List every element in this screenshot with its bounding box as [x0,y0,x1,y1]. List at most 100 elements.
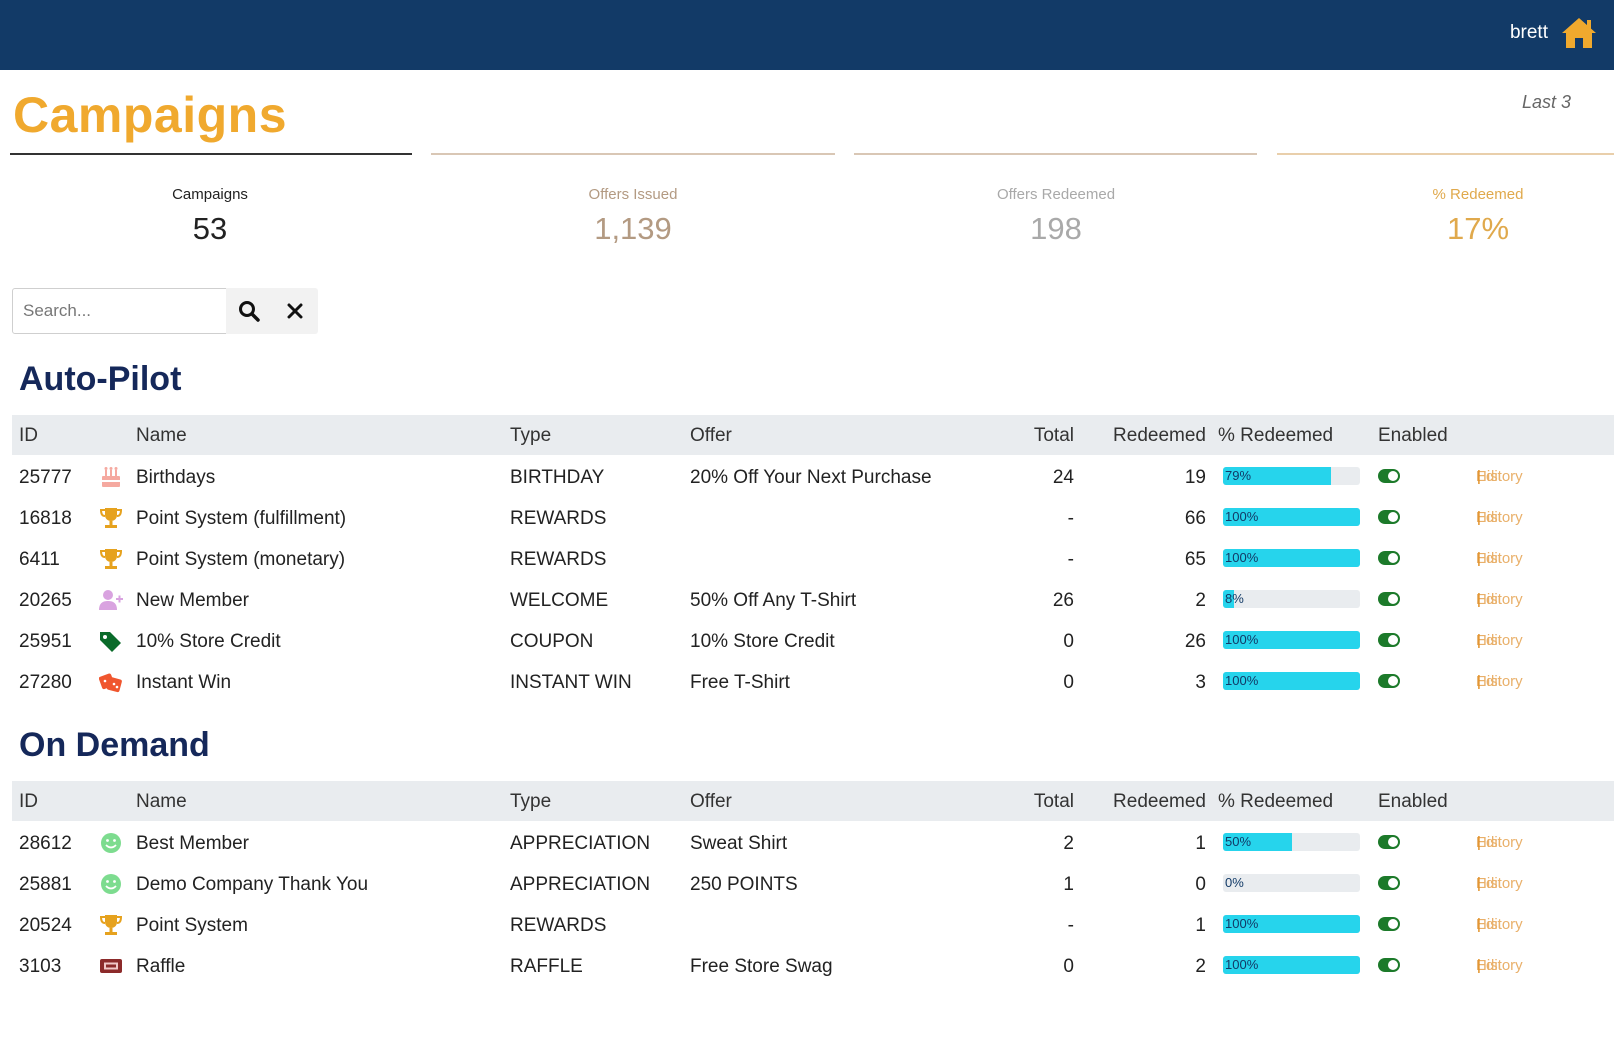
campaign-total: 0 [1063,672,1074,693]
enabled-toggle[interactable] [1378,835,1400,849]
column-header-redeemed[interactable]: Redeemed [1113,425,1206,446]
campaign-redeemed: 65 [1184,549,1206,570]
history-link[interactable]: History [1476,875,1523,892]
table-row[interactable]: 28612 Best Member APPRECIATION Sweat Shirt 2… [12,822,1614,863]
link-separator: | [1477,550,1481,567]
home-icon[interactable] [1560,15,1598,51]
table-row[interactable]: 16818 Point System (fulfillment) REWARDS - 6… [12,497,1614,538]
edit-link[interactable]: Edit [1476,957,1502,974]
column-header-pct[interactable]: % Redeemed [1218,791,1334,812]
link-separator: | [1477,632,1481,649]
campaign-id: 20524 [19,915,72,936]
stat-divider [10,153,412,155]
user-plus-icon [99,589,123,611]
column-header-redeemed[interactable]: Redeemed [1113,791,1206,812]
campaign-name[interactable]: Instant Win [136,672,232,693]
enabled-toggle[interactable] [1378,592,1400,606]
edit-link[interactable]: Edit [1476,550,1502,567]
date-range-label[interactable]: Last 3 [1522,92,1572,112]
trophy-icon [99,507,123,529]
campaign-offer: 20% Off Your Next Purchase [690,467,932,488]
enabled-toggle[interactable] [1378,551,1400,565]
edit-link[interactable]: Edit [1476,673,1502,690]
campaign-name[interactable]: Best Member [136,833,249,854]
column-header-type[interactable]: Type [510,425,552,446]
edit-link[interactable]: Edit [1476,916,1502,933]
table-row[interactable]: 6411 Point System (monetary) REWARDS - 65 100… [12,538,1614,579]
progress-fill [1223,549,1360,567]
campaign-type: INSTANT WIN [510,672,632,693]
column-header-id[interactable]: ID [19,425,38,446]
campaign-name[interactable]: Raffle [136,956,186,977]
campaign-redeemed: 0 [1195,874,1206,895]
table-row[interactable]: 3103 Raffle RAFFLE Free Store Swag 0 2 100% His… [12,945,1614,986]
history-link[interactable]: History [1476,509,1523,526]
history-link[interactable]: History [1476,550,1523,567]
table-row[interactable]: 27280 Instant Win INSTANT WIN Free T-Shirt 0… [12,661,1614,702]
enabled-toggle[interactable] [1378,674,1400,688]
enabled-toggle[interactable] [1378,633,1400,647]
enabled-toggle[interactable] [1378,469,1400,483]
table-row[interactable]: 25777 Birthdays BIRTHDAY 20% Off Your Next … [12,456,1614,497]
edit-link[interactable]: Edit [1476,875,1502,892]
edit-link[interactable]: Edit [1476,834,1502,851]
search-group [12,288,318,334]
clear-search-button[interactable] [272,288,318,334]
progress-fill [1223,833,1292,851]
edit-link[interactable]: Edit [1476,468,1502,485]
progress-label: 100% [1225,550,1259,565]
campaign-name[interactable]: Point System [136,915,248,936]
history-link[interactable]: History [1476,632,1523,649]
column-header-enabled[interactable]: Enabled [1378,425,1448,446]
edit-link[interactable]: Edit [1476,591,1502,608]
column-header-name[interactable]: Name [136,791,187,812]
edit-link[interactable]: Edit [1476,632,1502,649]
history-link[interactable]: History [1476,673,1523,690]
table-row[interactable]: 25881 Demo Company Thank You APPRECIATION 2… [12,863,1614,904]
column-header-id[interactable]: ID [19,791,38,812]
history-link[interactable]: History [1476,834,1523,851]
enabled-toggle[interactable] [1378,917,1400,931]
campaign-name[interactable]: Point System (fulfillment) [136,508,347,529]
campaign-name[interactable]: Point System (monetary) [136,549,346,570]
link-separator: | [1477,673,1481,690]
link-separator: | [1477,916,1481,933]
column-header-enabled[interactable]: Enabled [1378,791,1448,812]
campaign-offer: 10% Store Credit [690,631,835,652]
campaign-type: COUPON [510,631,594,652]
edit-link[interactable]: Edit [1476,509,1502,526]
redeemed-progress-bar: 0% [1223,874,1360,892]
column-header-total[interactable]: Total [1033,791,1074,812]
stat-divider [1277,153,1614,155]
table-row[interactable]: 20524 Point System REWARDS - 1 100% History | Ed… [12,904,1614,945]
campaign-id: 25951 [19,631,72,652]
campaign-redeemed: 66 [1184,508,1206,529]
table-header: ID Name Type Offer Total Redeemed % Redeemed En… [12,415,1614,455]
search-input[interactable] [12,288,237,334]
enabled-toggle[interactable] [1378,876,1400,890]
column-header-total[interactable]: Total [1033,425,1074,446]
campaign-name[interactable]: Birthdays [136,467,216,488]
history-link[interactable]: History [1476,591,1523,608]
column-header-name[interactable]: Name [136,425,187,446]
history-link[interactable]: History [1476,957,1523,974]
campaign-name[interactable]: 10% Store Credit [136,631,281,652]
smile-icon [99,832,123,854]
campaign-total: - [1067,549,1074,570]
table-row[interactable]: 25951 10% Store Credit COUPON 10% Store Cre… [12,620,1614,661]
enabled-toggle[interactable] [1378,958,1400,972]
column-header-pct[interactable]: % Redeemed [1218,425,1334,446]
table-row[interactable]: 20265 New Member WELCOME 50% Off Any T-Shir… [12,579,1614,620]
user-name[interactable]: brett [1509,22,1548,43]
history-link[interactable]: History [1476,468,1523,485]
history-link[interactable]: History [1476,916,1523,933]
campaign-name[interactable]: New Member [136,590,249,611]
search-button[interactable] [226,288,272,334]
redeemed-progress-bar: 8% [1223,590,1360,608]
column-header-offer[interactable]: Offer [690,425,732,446]
column-header-offer[interactable]: Offer [690,791,732,812]
campaign-name[interactable]: Demo Company Thank You [136,874,369,895]
enabled-toggle[interactable] [1378,510,1400,524]
stat-label: Campaigns [172,186,248,203]
column-header-type[interactable]: Type [510,791,552,812]
